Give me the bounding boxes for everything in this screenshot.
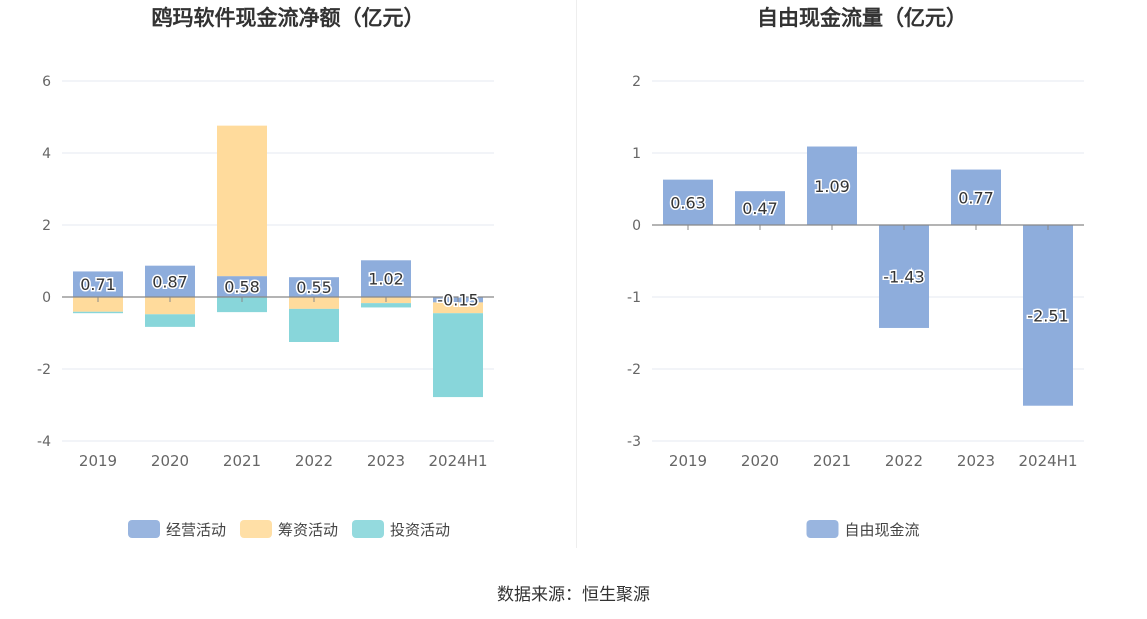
bar-投资活动 (289, 308, 339, 342)
bar-筹资活动 (145, 297, 195, 315)
y-tick-label: 6 (42, 74, 51, 90)
x-tick-label: 2022 (295, 452, 333, 470)
bar-经营活动 (289, 277, 339, 297)
y-tick-label: -1 (627, 290, 641, 306)
bar-自由现金流 (951, 169, 1001, 225)
bar-自由现金流 (1023, 225, 1073, 406)
legend-swatch (352, 520, 384, 538)
panel-divider (576, 0, 577, 548)
data-label: 0.77 (958, 188, 994, 207)
x-tick-label: 2021 (223, 452, 261, 470)
legend-label: 筹资活动 (278, 521, 338, 539)
chart-1: 鸥玛软件现金流净额（亿元） 6 4 2 0 -2 -4 2019 2020 2021 2022 202… (37, 6, 494, 539)
data-label: 0.55 (296, 278, 332, 297)
y-tick-label: -2 (37, 362, 51, 378)
bar-筹资活动 (73, 297, 123, 312)
bar-经营活动 (217, 276, 267, 297)
x-tick-label: 2020 (741, 452, 779, 470)
bar-自由现金流 (663, 179, 713, 225)
data-label: -0.15 (437, 291, 478, 310)
data-label: 0.58 (224, 278, 260, 297)
x-tick-label: 2020 (151, 452, 189, 470)
y-tick-label: -3 (627, 434, 641, 450)
chart-title: 鸥玛软件现金流净额（亿元） (152, 6, 425, 30)
y-tick-label: -2 (627, 362, 641, 378)
x-tick-label: 2019 (79, 452, 117, 470)
y-tick-label: 2 (42, 218, 51, 234)
legend-swatch (806, 520, 839, 538)
y-tick-label: -4 (37, 434, 51, 450)
legend-label: 投资活动 (390, 521, 450, 539)
legend-label: 自由现金流 (845, 521, 920, 539)
chart-2: 自由现金流量（亿元） 2 1 0 -1 -2 -3 2019 2020 2021 2022 2023 2… (627, 6, 1084, 539)
legend-swatch (128, 520, 160, 538)
y-tick-label: 1 (632, 146, 641, 162)
bar-经营活动 (361, 260, 411, 297)
data-label: -2.51 (1027, 306, 1068, 325)
data-label: 0.87 (152, 272, 188, 291)
legend-swatch (240, 520, 272, 538)
x-tick-label: 2023 (957, 452, 995, 470)
bar-自由现金流 (807, 146, 857, 225)
data-label: 0.71 (80, 275, 116, 294)
data-label: 1.02 (368, 270, 404, 289)
data-label: 0.63 (670, 193, 706, 212)
y-tick-label: 2 (632, 74, 641, 90)
bar-投资活动 (433, 313, 483, 398)
chart-title: 自由现金流量（亿元） (757, 6, 967, 30)
x-tick-label: 2022 (885, 452, 923, 470)
bar-筹资活动 (289, 297, 339, 309)
bar-自由现金流 (879, 225, 929, 328)
data-label: -1.43 (883, 267, 924, 286)
x-tick-label: 2024H1 (429, 452, 488, 470)
bar-筹资活动 (217, 125, 267, 277)
bar-投资活动 (145, 314, 195, 327)
bar-经营活动 (145, 265, 195, 297)
bar-经营活动 (73, 271, 123, 297)
bar-自由现金流 (735, 191, 785, 225)
legend-label: 经营活动 (166, 521, 226, 539)
source-label: 数据来源：恒生聚源 (497, 585, 650, 605)
bar-筹资活动 (433, 302, 483, 314)
y-tick-label: 0 (42, 290, 51, 306)
data-label: 0.47 (742, 199, 778, 218)
y-tick-label: 0 (632, 218, 641, 234)
bar-投资活动 (361, 303, 411, 308)
x-tick-label: 2021 (813, 452, 851, 470)
bar-投资活动 (73, 311, 123, 314)
x-tick-label: 2023 (367, 452, 405, 470)
x-tick-label: 2019 (669, 452, 707, 470)
x-tick-label: 2024H1 (1019, 452, 1078, 470)
data-label: 1.09 (814, 177, 850, 196)
bar-投资活动 (217, 297, 267, 313)
y-tick-label: 4 (42, 146, 51, 162)
